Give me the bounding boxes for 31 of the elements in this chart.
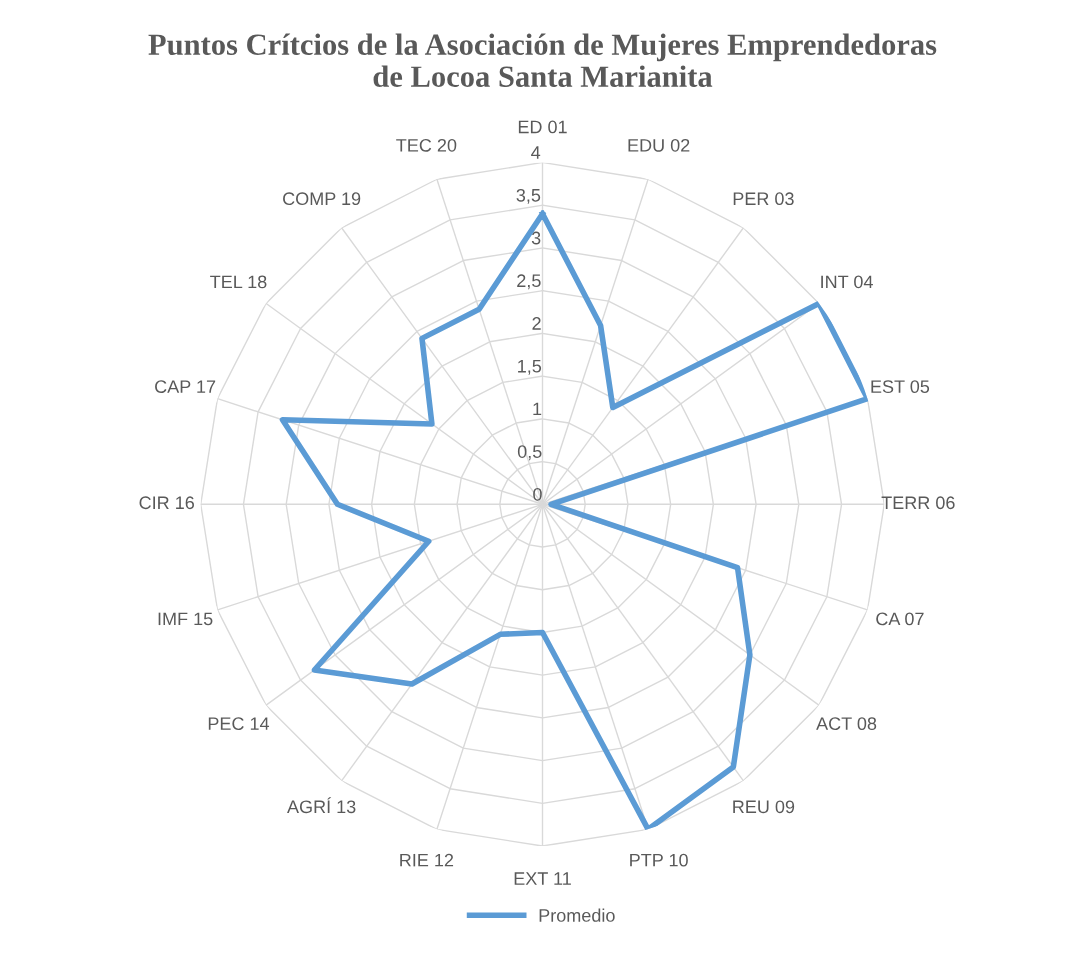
y-tick-label: 1	[533, 402, 542, 416]
spoke-label: TEC 20	[396, 138, 457, 152]
legend-label: Promedio	[539, 908, 615, 922]
spoke-label: RIE 12	[400, 853, 454, 867]
spoke-label: EDU 02	[628, 138, 690, 152]
spoke-label: PTP 10	[630, 853, 688, 867]
spoke-label: CA 07	[876, 612, 924, 626]
spoke-label: EST 05	[871, 380, 930, 394]
spoke-label: PER 03	[733, 192, 794, 206]
spoke-label: ED 01	[518, 120, 567, 134]
spoke-label: ACT 08	[816, 717, 877, 731]
y-tick-label: 2,5	[517, 274, 541, 290]
y-tick-label: 1,5	[518, 359, 542, 375]
y-tick-label: 3	[531, 231, 541, 245]
y-tick-label: 2	[532, 317, 541, 330]
spoke-label: IMF 15	[158, 612, 213, 626]
spoke-label: EXT 11	[514, 872, 571, 885]
chart-title: Puntos Crítcios de la Asociación de Mujeres Emprendedoras de Locoa Santa Marianita	[148, 33, 937, 87]
spoke-label: REU 09	[733, 800, 795, 814]
spoke-label: INT 04	[821, 275, 873, 289]
spoke-label: PEC 14	[208, 717, 270, 731]
spoke-label: CIR 16	[139, 496, 195, 510]
spoke-label: TEL 18	[210, 275, 267, 289]
spoke-label: CAP 17	[155, 380, 216, 394]
spoke-label: AGRÍ 13	[287, 797, 356, 814]
spoke-label: TERR 06	[881, 496, 955, 510]
y-tick-label: 0	[533, 487, 542, 501]
y-tick-label: 0,5	[517, 445, 542, 461]
y-tick-label: 3,5	[516, 188, 541, 204]
y-tick-label: 4	[531, 146, 541, 159]
spoke-label: COMP 19	[283, 192, 361, 206]
